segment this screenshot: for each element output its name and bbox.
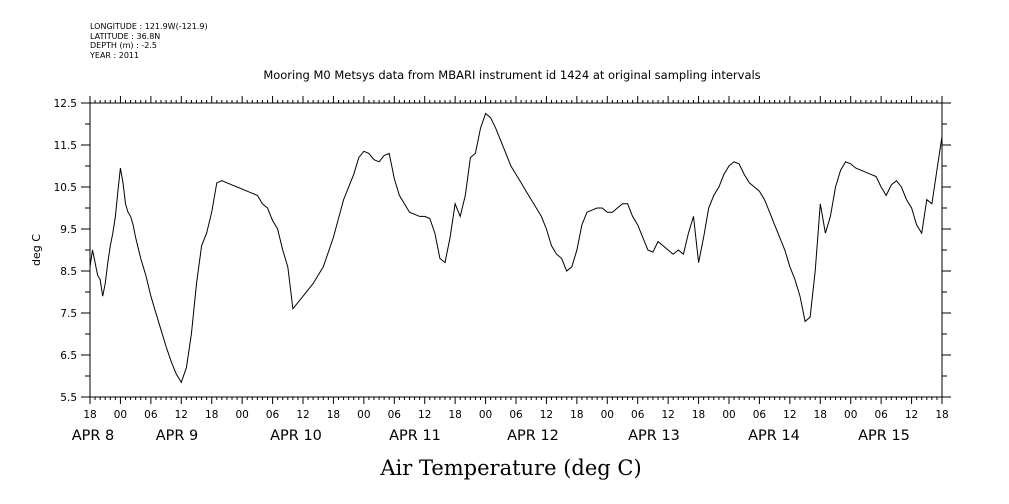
hour-tick-label: 18 bbox=[692, 409, 705, 421]
day-label: APR 14 bbox=[748, 428, 800, 444]
y-tick-label: 6.5 bbox=[60, 350, 77, 362]
y-tick-label: 11.5 bbox=[54, 140, 77, 152]
hour-tick-label: 12 bbox=[296, 409, 309, 421]
hour-tick-label: 12 bbox=[905, 409, 918, 421]
major-ticks bbox=[81, 102, 951, 398]
hour-tick-label: 12 bbox=[783, 409, 796, 421]
plot-frame bbox=[89, 102, 943, 398]
meta-latitude: LATITUDE : 36.8N bbox=[90, 31, 161, 41]
hour-tick-label: 00 bbox=[601, 409, 614, 421]
day-label: APR 10 bbox=[270, 428, 322, 444]
hour-tick-label: 00 bbox=[844, 409, 857, 421]
hour-tick-label: 18 bbox=[327, 409, 340, 421]
station-metadata: LONGITUDE : 121.9W(-121.9) LATITUDE : 36… bbox=[90, 22, 208, 60]
y-tick-label: 12.5 bbox=[54, 98, 77, 110]
y-tick-label: 9.5 bbox=[60, 224, 77, 236]
hour-tick-label: 06 bbox=[753, 409, 767, 421]
hour-tick-label: 18 bbox=[935, 409, 948, 421]
series-line-air-temperature bbox=[89, 112, 943, 384]
hour-tick-label: 06 bbox=[388, 409, 402, 421]
meta-longitude: LONGITUDE : 121.9W(-121.9) bbox=[90, 22, 208, 31]
day-label: APR 13 bbox=[628, 428, 680, 444]
hour-tick-label: 06 bbox=[874, 409, 888, 421]
y-tick-label: 5.5 bbox=[60, 392, 77, 404]
hour-tick-label: 00 bbox=[479, 409, 492, 421]
hour-tick-label: 06 bbox=[144, 409, 158, 421]
y-tick-labels: 5.5 6.5 7.5 8.5 9.5 10.5 11.5 12.5 bbox=[54, 98, 77, 404]
day-labels: APR 8 APR 9 APR 10 APR 11 APR 12 APR 13 APR 14… bbox=[72, 428, 910, 444]
hour-tick-labels: 18 00 06 12 18 00 06 12 18 00 06 12 18 00 06 12 18 00 06 12… bbox=[83, 409, 948, 421]
hour-tick-label: 18 bbox=[83, 409, 96, 421]
hour-tick-label: 12 bbox=[661, 409, 674, 421]
hour-tick-label: 00 bbox=[722, 409, 735, 421]
hour-tick-label: 00 bbox=[357, 409, 370, 421]
hour-tick-label: 18 bbox=[448, 409, 461, 421]
hour-tick-label: 12 bbox=[540, 409, 553, 421]
y-tick-label: 8.5 bbox=[60, 266, 77, 278]
day-label: APR 11 bbox=[389, 428, 441, 444]
y-tick-label: 7.5 bbox=[60, 308, 77, 320]
hour-tick-label: 12 bbox=[175, 409, 188, 421]
hour-tick-label: 18 bbox=[814, 409, 827, 421]
chart-title: Mooring M0 Metsys data from MBARI instru… bbox=[263, 68, 760, 82]
hour-tick-label: 18 bbox=[205, 409, 218, 421]
meta-depth: DEPTH (m) : -2.5 bbox=[90, 41, 157, 50]
hour-tick-label: 00 bbox=[235, 409, 248, 421]
hour-tick-label: 06 bbox=[509, 409, 523, 421]
day-label: APR 12 bbox=[507, 428, 559, 444]
day-label: APR 15 bbox=[858, 428, 910, 444]
meta-year: YEAR : 2011 bbox=[90, 50, 140, 60]
y-axis-label: deg C bbox=[30, 234, 43, 266]
hour-tick-label: 18 bbox=[570, 409, 583, 421]
x-axis-label: Air Temperature (deg C) bbox=[379, 456, 641, 480]
hour-tick-label: 06 bbox=[631, 409, 645, 421]
hour-tick-label: 12 bbox=[418, 409, 431, 421]
day-label: APR 9 bbox=[156, 428, 199, 444]
y-tick-label: 10.5 bbox=[54, 182, 77, 194]
minor-ticks bbox=[89, 96, 943, 404]
hour-tick-label: 06 bbox=[266, 409, 280, 421]
hour-tick-label: 00 bbox=[114, 409, 127, 421]
day-label: APR 8 bbox=[72, 428, 115, 444]
